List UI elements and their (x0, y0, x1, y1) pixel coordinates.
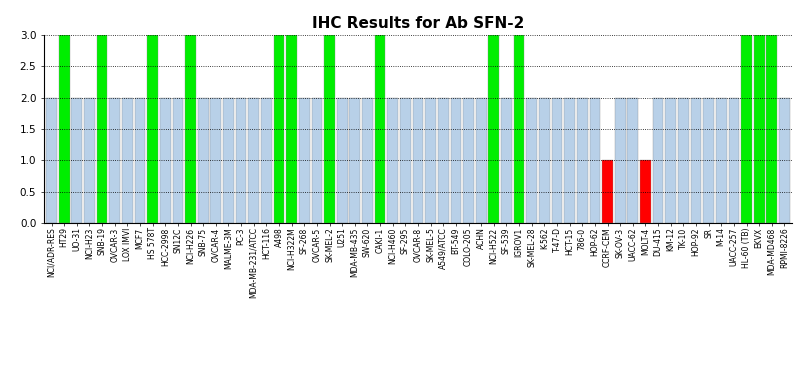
Bar (489, 35, 499, 223)
Bar (185, 35, 196, 223)
Bar (71, 97, 82, 223)
Bar (261, 97, 272, 223)
Bar (286, 35, 297, 223)
Bar (703, 97, 714, 223)
Bar (590, 97, 600, 223)
Bar (337, 97, 347, 223)
Bar (450, 97, 462, 223)
Bar (716, 97, 726, 223)
Bar (210, 97, 222, 223)
Bar (729, 97, 739, 223)
Bar (690, 97, 702, 223)
Bar (552, 97, 562, 223)
Bar (198, 97, 209, 223)
Bar (122, 97, 133, 223)
Bar (779, 97, 790, 223)
Bar (413, 97, 423, 223)
Bar (324, 35, 335, 223)
Bar (754, 35, 765, 223)
Bar (577, 97, 588, 223)
Bar (274, 35, 284, 223)
Bar (311, 97, 322, 223)
Bar (564, 97, 575, 223)
Bar (678, 97, 689, 223)
Bar (653, 97, 663, 223)
Bar (426, 97, 436, 223)
Bar (526, 97, 537, 223)
Bar (110, 97, 120, 223)
Bar (299, 97, 310, 223)
Bar (387, 97, 398, 223)
Bar (59, 35, 70, 223)
Bar (223, 97, 234, 223)
Bar (97, 35, 107, 223)
Bar (84, 97, 95, 223)
Bar (147, 35, 158, 223)
Bar (350, 97, 360, 223)
Bar (766, 35, 777, 223)
Bar (514, 35, 525, 223)
Bar (236, 97, 246, 223)
Bar (666, 97, 676, 223)
Bar (539, 97, 550, 223)
Bar (374, 35, 386, 223)
Bar (614, 97, 626, 223)
Bar (248, 97, 259, 223)
Bar (438, 97, 449, 223)
Bar (160, 97, 170, 223)
Bar (476, 97, 486, 223)
Bar (741, 35, 752, 223)
Bar (46, 97, 57, 223)
Bar (400, 97, 410, 223)
Bar (640, 161, 651, 223)
Bar (362, 97, 373, 223)
Bar (463, 97, 474, 223)
Title: IHC Results for Ab SFN-2: IHC Results for Ab SFN-2 (312, 16, 524, 31)
Bar (501, 97, 512, 223)
Bar (134, 97, 146, 223)
Bar (627, 97, 638, 223)
Bar (602, 161, 613, 223)
Bar (173, 97, 183, 223)
